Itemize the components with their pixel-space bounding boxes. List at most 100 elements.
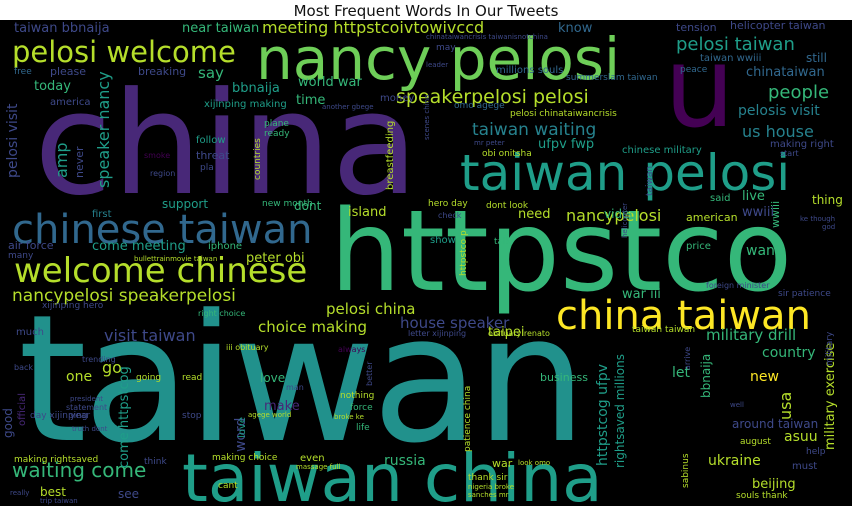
word-xijinping-making: xijinping making	[204, 99, 287, 110]
word-china: china	[34, 62, 419, 227]
word-statement: statement	[66, 403, 108, 412]
word-sabinus: sabinus	[681, 453, 691, 488]
word-read: read	[182, 373, 203, 383]
word-trip-taiwan: trip taiwan	[40, 497, 78, 505]
word-arrive: arrive	[683, 346, 692, 370]
word-bullettrainmovie-taiwan: bullettrainmovie taiwan	[134, 255, 218, 263]
word-say: say	[198, 64, 224, 82]
word-taiwan-wwiii: taiwan wwiii	[700, 53, 762, 64]
word-sanches-mr: sanches mr	[468, 491, 509, 499]
word-sir-patience: sir patience	[778, 289, 831, 299]
word-money: money	[380, 93, 415, 104]
word-military-drill: military drill	[706, 326, 797, 344]
word-obi-onitsha: obi onitsha	[482, 149, 532, 159]
word-business: business	[540, 371, 588, 384]
word-around-taiwan: around taiwan	[732, 417, 819, 431]
word-cloud: taiwan china httpstco taiwan china nancy…	[0, 20, 852, 506]
word-breastfeeding: breastfeeding	[385, 120, 396, 190]
word-start: start	[780, 149, 799, 158]
word-chinataiwan: chinataiwan	[746, 65, 825, 80]
word-chinese-military: chinese military	[622, 145, 702, 156]
word-countries: countries	[253, 138, 263, 180]
word-pelosi-chinataiwancrisis: pelosi chinataiwancrisis	[510, 109, 617, 119]
word-taiwan-small-vertical: taiwan	[645, 165, 655, 196]
word-video: video	[604, 207, 637, 221]
word-august: august	[740, 437, 771, 447]
word-today: today	[34, 79, 71, 94]
word-america: america	[50, 97, 91, 108]
word-speaker-nancy: speaker nancy	[94, 71, 113, 188]
word-right-choice: right choice	[198, 309, 246, 318]
word-us-house: us house	[742, 122, 814, 141]
word-always: always	[338, 345, 366, 354]
word-house-speaker: house speaker	[400, 314, 510, 332]
word-follow: follow	[196, 135, 226, 146]
word-taiwan-taiwan: taiwan taiwan	[632, 325, 696, 335]
word-official: official	[17, 393, 28, 426]
word-never: never	[73, 146, 86, 178]
word-good: good	[1, 408, 15, 438]
word-summerslam-taiwan: summerslam taiwan	[566, 73, 658, 83]
word-iii-obituary: iii obituary	[226, 343, 269, 352]
word-force: force	[350, 403, 373, 413]
word-dont-look: dont look	[486, 201, 529, 211]
word-peace: peace	[680, 65, 708, 75]
word-welcome-chinese: welcome chinese	[14, 251, 308, 291]
word-souls-thank: souls thank	[736, 491, 788, 501]
word-agege-world: agege world	[248, 411, 292, 419]
word-people: people	[768, 82, 830, 103]
word-tension: tension	[676, 21, 717, 34]
word-meeting-httpstcoivtowivccd: meeting httpstcoivtowivccd	[262, 20, 485, 37]
word-bbnaija-vertical: bbnaija	[699, 353, 713, 398]
word-letter-xijinping: letter xijinping	[408, 329, 467, 338]
chart-title: Most Frequent Words In Our Tweets	[293, 2, 559, 20]
word-pla: pla	[200, 163, 214, 173]
word-choice-making: choice making	[258, 318, 368, 336]
word-ufpv-fwp: ufpv fwp	[538, 137, 595, 152]
word-waiting-come: waiting come	[12, 458, 147, 482]
word-helicopter-taiwan: helicopter taiwan	[730, 20, 826, 32]
word-american: american	[686, 211, 738, 224]
word-pelosis-visit: pelosis visit	[738, 103, 820, 119]
word-leader: leader	[426, 61, 449, 69]
word-please: please	[50, 65, 87, 78]
word-amp: amp	[52, 142, 71, 178]
word-breaking: breaking	[138, 65, 187, 78]
word-chinese-taiwan: chinese taiwan	[12, 207, 313, 253]
word-military-vertical: military	[825, 331, 835, 366]
word-making-right: making right	[770, 139, 834, 150]
word-httpstco: httpstco	[330, 187, 793, 317]
word-go: go	[102, 358, 122, 377]
word-rightsaved-millions: rightsaved millions	[613, 354, 627, 468]
word-still: still	[806, 51, 827, 65]
word-making-rightsaved: making rightsaved	[14, 455, 99, 465]
word-taiwan-pelosi: taiwan pelosi	[460, 144, 791, 202]
word-see: see	[118, 487, 140, 501]
word-let: let	[672, 365, 690, 381]
word-taipei: taipei	[488, 325, 525, 340]
word-live: live	[742, 189, 765, 204]
word-cant: cant	[218, 481, 238, 491]
word-first: first	[92, 209, 112, 220]
word-price: price	[686, 241, 711, 252]
word-help: help	[806, 447, 826, 457]
word-want: want	[746, 243, 781, 259]
word-u: u	[664, 23, 735, 153]
word-pelosi-welcome: pelosi welcome	[12, 35, 236, 69]
word-said: said	[710, 193, 731, 204]
word-nancy-pelosi: nancy pelosi	[256, 25, 621, 93]
word-love-vertical: love	[237, 417, 248, 438]
word-island: island	[348, 205, 387, 220]
word-threat: threat	[196, 149, 230, 162]
word-really: really	[10, 489, 30, 497]
word-even: even	[300, 453, 325, 464]
word-xijinping-hero: xijinping hero	[42, 301, 104, 311]
word-world-war: world war	[298, 75, 362, 90]
word-chinataiwancrisis: chinataiwancrisis taiwanisnotchina	[426, 33, 548, 41]
word-asuu: asuu	[784, 429, 818, 445]
word-nigeria-broke: nigeria broke	[468, 483, 515, 491]
word-nancypelosi: nancypelosi	[566, 206, 662, 225]
word-dont: dont	[294, 199, 322, 213]
word-pelosi-visit: pelosi visit	[5, 103, 21, 178]
word-russia: russia	[384, 453, 426, 469]
